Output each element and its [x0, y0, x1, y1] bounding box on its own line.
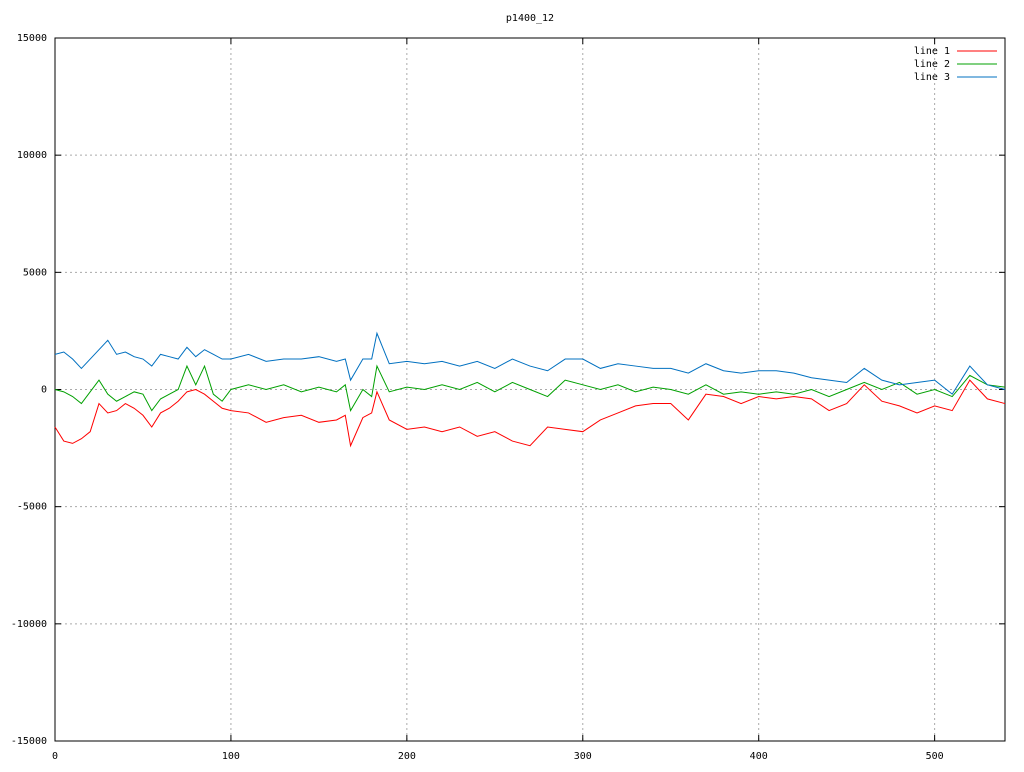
legend-label: line 3 [914, 72, 950, 83]
chart-title: p1400_12 [506, 13, 554, 24]
x-tick-label: 400 [750, 751, 768, 762]
x-tick-label: 200 [398, 751, 416, 762]
x-tick-label: 300 [574, 751, 592, 762]
line-series [54, 379, 1006, 448]
x-tick-label: 0 [52, 751, 58, 762]
x-tick-label: 100 [222, 751, 240, 762]
y-tick-label: -10000 [11, 619, 47, 630]
y-tick-label: 15000 [17, 33, 47, 44]
line-series [54, 364, 1006, 412]
y-tick-label: 10000 [17, 150, 47, 161]
y-tick-label: -5000 [17, 502, 47, 513]
legend-label: line 2 [914, 59, 950, 70]
y-tick-label: 5000 [23, 267, 47, 278]
line-series [54, 331, 1006, 395]
y-tick-label: 0 [41, 385, 47, 396]
legend-label: line 1 [914, 46, 950, 57]
y-tick-label: -15000 [11, 736, 47, 747]
x-tick-label: 500 [926, 751, 944, 762]
